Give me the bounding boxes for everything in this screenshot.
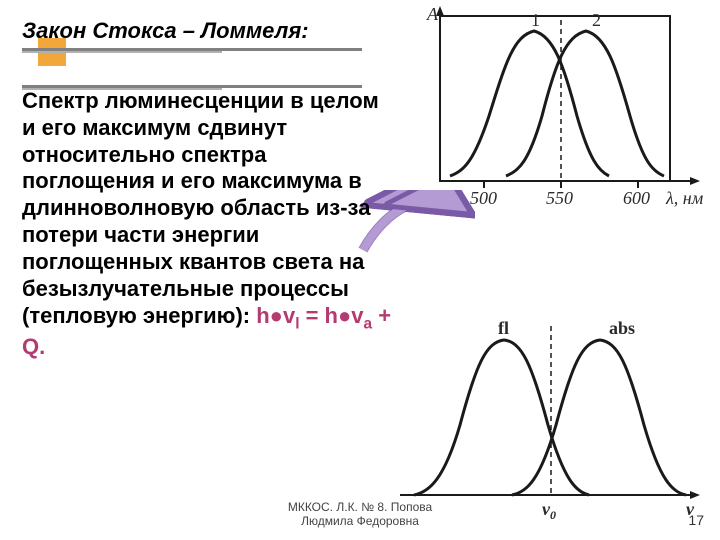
curve-fl — [414, 340, 589, 495]
body-paragraph: Спектр люминесценции в целом и его макси… — [22, 88, 392, 361]
tick-600: 600 — [623, 188, 650, 208]
footer-line2: Людмила Федоровна — [301, 514, 419, 528]
formula-right: h●va — [325, 303, 373, 328]
title-underline-thin — [22, 51, 222, 53]
page-number: 17 — [688, 512, 704, 528]
curve-2 — [506, 31, 664, 176]
formula-eq: = — [299, 303, 324, 328]
formula-left: h●vl — [256, 303, 299, 328]
body-main-text: Спектр люминесценции в целом и его макси… — [22, 88, 379, 328]
abs-label: abs — [609, 320, 635, 338]
curve-abs — [512, 340, 686, 495]
fluorescence-absorption-chart: fl abs ν0 ν — [394, 320, 704, 520]
tick-550: 550 — [546, 188, 573, 208]
x-axis-label: λ, нм — [665, 188, 704, 208]
slide-title: Закон Стокса – Ломмеля: — [22, 18, 698, 44]
fl-label: fl — [498, 320, 509, 338]
footer-line1: МККОС. Л.К. № 8. Попова — [288, 500, 432, 514]
slide-footer: МККОС. Л.К. № 8. Попова Людмила Федоровн… — [0, 500, 720, 528]
